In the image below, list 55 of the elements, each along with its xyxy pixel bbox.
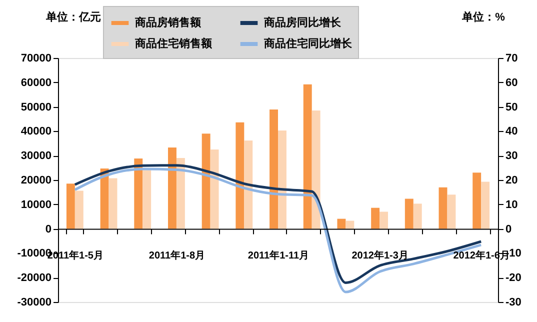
- bar: [176, 158, 185, 229]
- y2-tick-label: 40: [506, 126, 518, 138]
- legend-label: 商品住宅同比增长: [263, 37, 353, 50]
- x-tick-label: 2012年1-3月: [352, 249, 408, 262]
- y-tick-label: 60000: [20, 76, 52, 89]
- bar: [66, 184, 75, 229]
- y-tick-label: 70000: [20, 52, 52, 64]
- bar: [74, 190, 84, 229]
- y2-tick-label: 70: [506, 52, 518, 64]
- y-tick-label: 0: [45, 223, 52, 236]
- bar: [404, 198, 414, 229]
- legend-label: 商品住宅销售额: [134, 37, 213, 50]
- bar: [337, 218, 346, 229]
- bar: [346, 220, 354, 229]
- y-tick-label: 20000: [20, 174, 52, 186]
- bar: [244, 140, 253, 229]
- bar: [438, 187, 448, 229]
- bar: [108, 178, 118, 229]
- y2-tick-label: 10: [506, 198, 518, 211]
- y-tick-label: 10000: [20, 198, 52, 211]
- y2-tick-label: -20: [506, 272, 522, 284]
- y2-tick-label: 20: [506, 174, 518, 186]
- bar: [371, 208, 380, 229]
- y2-tick-label: -30: [506, 296, 522, 308]
- bar: [380, 212, 388, 229]
- y2-tick-label: 0: [506, 223, 512, 236]
- y-tick-label: 40000: [20, 126, 52, 138]
- legend-label: 商品房同比增长: [263, 16, 342, 29]
- y2-axis-title: 单位：%: [461, 10, 506, 24]
- y2-tick-label: 60: [506, 76, 518, 89]
- legend-label: 商品房销售额: [134, 16, 202, 29]
- bar: [236, 122, 244, 229]
- bar: [202, 134, 210, 229]
- y-axis-title: 单位：亿元: [45, 10, 101, 24]
- bar: [210, 150, 219, 229]
- bar: [312, 110, 320, 229]
- y2-tick-label: 30: [506, 150, 518, 162]
- bar: [447, 194, 456, 229]
- bar: [413, 204, 422, 229]
- y-tick-label: 30000: [20, 150, 52, 162]
- y-tick-label: -20000: [17, 272, 52, 284]
- bar: [278, 130, 286, 229]
- y-tick-label: -30000: [17, 296, 52, 308]
- x-tick-label: 2011年1-11月: [248, 249, 310, 262]
- bar: [168, 148, 176, 229]
- bar: [303, 84, 312, 229]
- bar: [100, 168, 109, 229]
- x-tick-label: 2011年1-8月: [148, 249, 206, 262]
- bar: [481, 182, 490, 229]
- bar: [270, 109, 278, 229]
- bar: [142, 170, 152, 229]
- y-tick-label: 50000: [20, 101, 52, 114]
- bar: [134, 158, 143, 229]
- bar: [472, 172, 482, 229]
- y2-tick-label: 50: [506, 101, 518, 114]
